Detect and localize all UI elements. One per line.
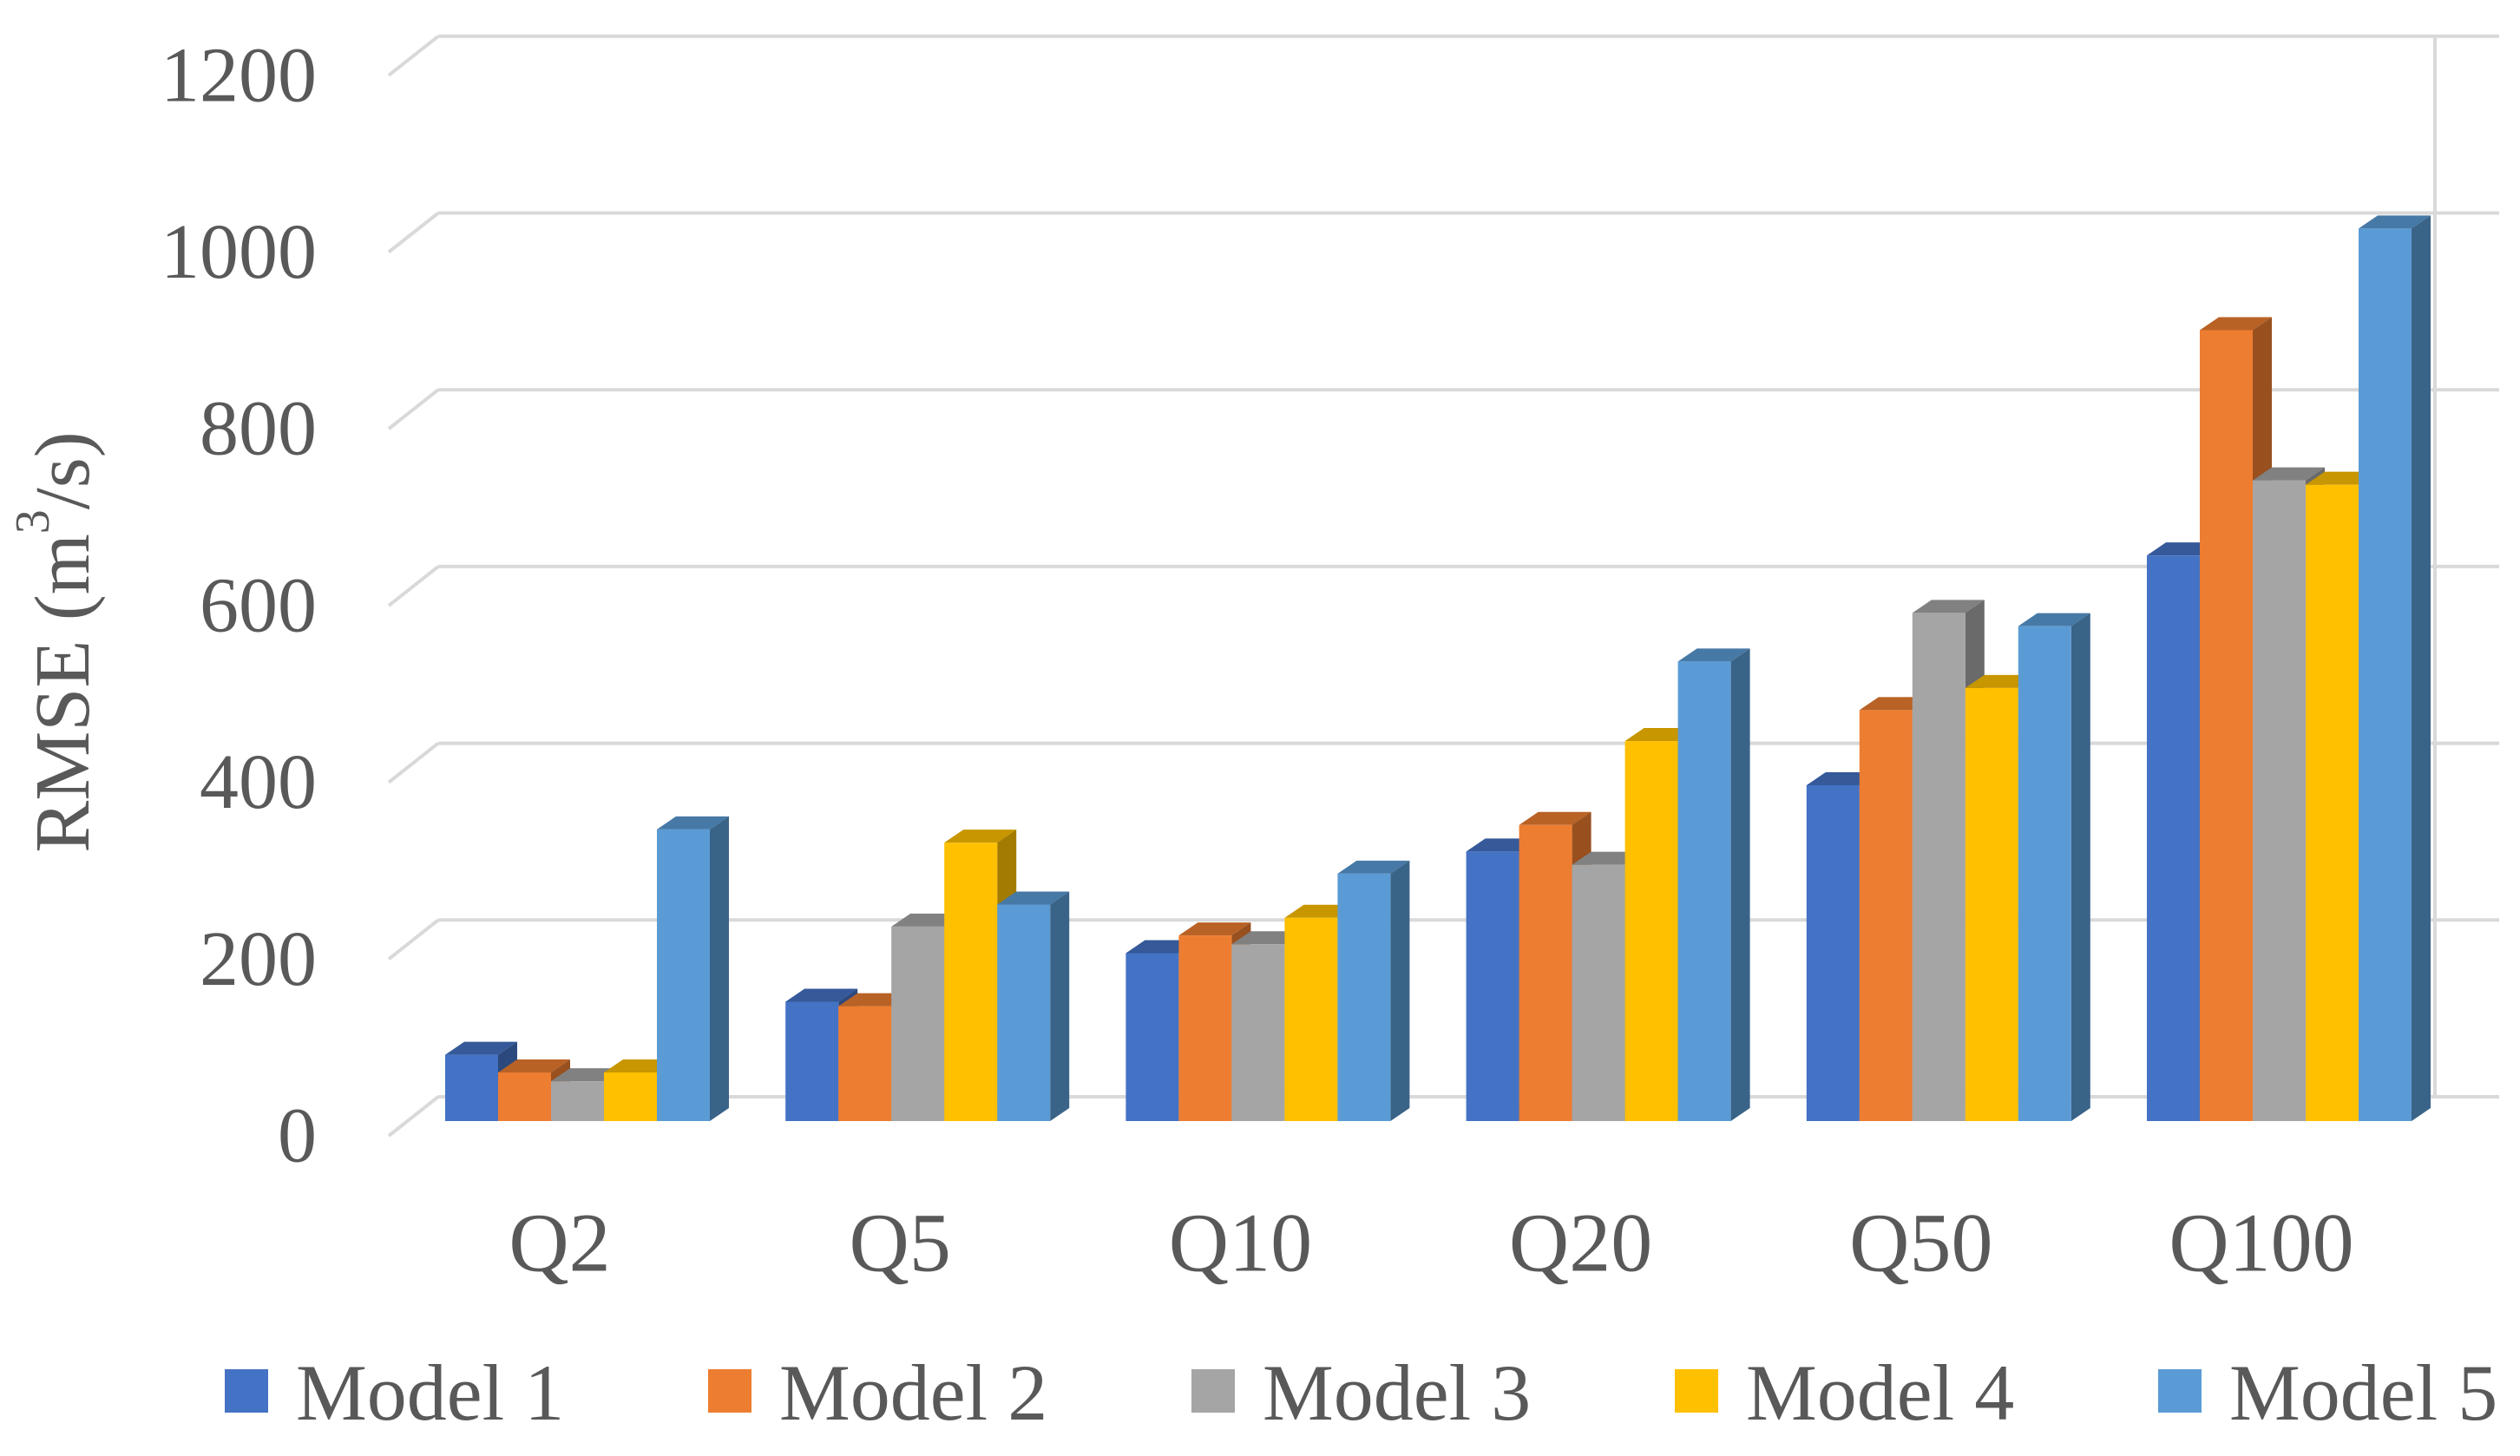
gridline-tick-slant [387,565,440,607]
gridline-tick-slant [387,1095,440,1138]
legend-item: Model 1 [225,1348,564,1437]
bar [1677,661,1731,1121]
bar [2018,626,2071,1121]
bar-group-q10 [1125,860,1410,1121]
bar-side-face [2070,613,2090,1121]
bars-layer [445,215,2431,1122]
legend-item: Model 4 [1675,1348,2014,1437]
x-axis-category-label: Q2 [509,1197,610,1289]
x-axis-category-label: Q100 [2169,1197,2353,1289]
bar-top-face [2253,467,2325,481]
bar-top-face [785,988,858,1002]
bar [891,926,945,1121]
bar [445,1054,498,1121]
bar [1859,710,1913,1121]
bar-top-face [1178,922,1251,936]
bar [1806,784,1860,1121]
bar-group-q5 [785,830,1070,1121]
x-axis-category-label: Q10 [1169,1197,1312,1289]
legend-swatch [2158,1369,2202,1413]
legend-label: Model 4 [1746,1348,2014,1437]
bar [2359,228,2412,1122]
bar [1519,824,1572,1121]
legend-item: Model 5 [2158,1348,2497,1437]
bar [838,1006,892,1121]
bar-side-face [1730,648,1750,1121]
bar-top-face [445,1041,517,1055]
bar [997,904,1051,1121]
bar-side-face [1050,891,1070,1121]
legend-layer: Model 1 Model 2 Model 3 Model 4 Model 5 [225,1348,2497,1437]
bar [657,829,710,1121]
bar [1965,687,2018,1121]
bar-top-face [1519,811,1591,825]
gridlines-layer [387,34,2499,1138]
gridline-tick-slant [387,388,440,430]
y-axis-tick-label: 800 [200,386,317,472]
y-axis-tick-label: 1000 [161,209,317,295]
y-axis-tick-label: 0 [278,1093,317,1179]
bar-side-face [2412,215,2431,1122]
legend-label: Model 3 [1263,1348,1531,1437]
legend-label: Model 2 [779,1348,1047,1437]
legend-swatch [708,1369,751,1413]
bar [1231,944,1285,1121]
bar-top-face [2018,613,2090,626]
legend-swatch [1191,1369,1235,1413]
bar-top-face [2359,215,2431,229]
bar [785,1001,839,1121]
bar [2147,555,2200,1121]
y-axis-tick-label: 200 [200,916,317,1002]
gridline-tick-slant [387,918,440,961]
bar-top-face [1912,600,1985,613]
bar [2200,330,2253,1121]
y-axis-tick-label: 1200 [161,32,317,118]
gridline-tick-slant [387,35,440,77]
bar [1912,613,1965,1121]
bar-top-face [997,891,1070,905]
bar-group-q50 [1806,600,2090,1121]
bar-top-face [1337,860,1410,874]
bar [2253,480,2306,1121]
bar-group-q2 [445,816,729,1121]
bar-side-face [710,816,729,1121]
bar-side-face [1390,860,1410,1121]
bar-group-q20 [1466,648,1750,1121]
bar-top-face [2200,317,2272,331]
bar [2306,484,2359,1121]
y-axis-tick-label: 400 [200,739,317,825]
bar [1337,873,1391,1121]
bar [551,1081,604,1121]
legend-item: Model 3 [1191,1348,1531,1437]
bar [1466,851,1519,1121]
bar [1178,935,1232,1121]
y-axis-title: RMSE (m3/s) [6,431,106,853]
bar-top-face [498,1059,570,1072]
gridline-tick-slant [387,742,440,784]
legend-item: Model 2 [708,1348,1047,1437]
bar-group-q100 [2147,215,2431,1122]
bar-top-face [1677,648,1750,662]
bar [1624,741,1678,1121]
legend-label: Model 5 [2229,1348,2497,1437]
bar [604,1072,657,1121]
bar [1284,917,1338,1121]
bar [1572,864,1625,1121]
axis-layer: 0 200 400 600 800 1000 1200 Q2 Q5 Q10 Q20 Q50 Q100 RM… [6,32,2354,1289]
legend-swatch [225,1369,268,1413]
x-axis-category-label: Q20 [1509,1197,1652,1289]
legend-label: Model 1 [296,1348,564,1437]
legend-swatch [1675,1369,1718,1413]
bar [498,1072,551,1121]
x-axis-category-label: Q50 [1849,1197,1992,1289]
x-axis-category-label: Q5 [850,1197,951,1289]
bar-top-face [944,830,1017,843]
bar-top-face [657,816,729,830]
gridline-tick-slant [387,211,440,254]
bar [944,843,998,1121]
bar [1125,953,1179,1121]
y-axis-tick-label: 600 [200,562,317,648]
